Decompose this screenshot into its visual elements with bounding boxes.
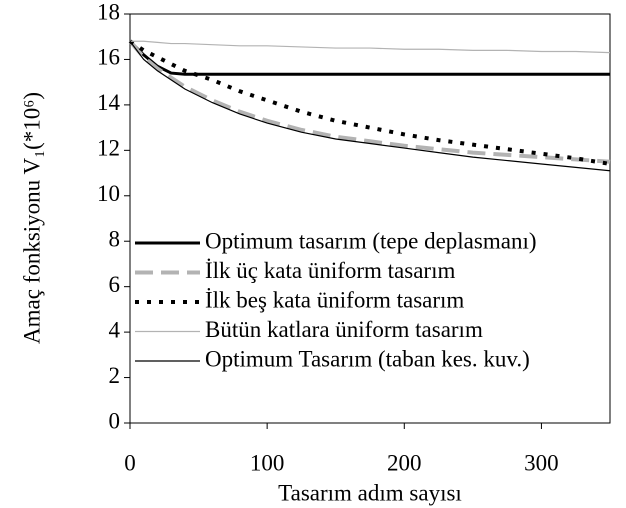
- y-axis-title: Amaç fonksiyonu V₁(*10⁶): [19, 92, 44, 344]
- x-tick-label: 200: [387, 450, 422, 475]
- y-tick-label: 2: [109, 363, 121, 388]
- y-tick-label: 4: [109, 317, 121, 342]
- y-tick-label: 0: [109, 408, 121, 433]
- y-tick-label: 6: [109, 272, 121, 297]
- series-line: [130, 40, 611, 54]
- series-line: [128, 39, 611, 164]
- y-tick-label: 10: [97, 181, 120, 206]
- legend-label: Bütün katlara üniform tasarım: [205, 317, 483, 342]
- x-tick-label: 100: [250, 450, 285, 475]
- x-tick-label: 0: [124, 450, 136, 475]
- x-axis-title: Tasarım adım sayısı: [278, 480, 462, 505]
- x-tick-label: 300: [524, 450, 559, 475]
- series-line: [128, 40, 610, 76]
- plot-frame: [129, 13, 611, 424]
- y-tick-label: 14: [97, 90, 121, 115]
- series-line: [128, 39, 611, 166]
- y-tick-label: 12: [97, 136, 120, 161]
- series-line: [129, 40, 611, 172]
- legend-label: İlk üç kata üniform tasarım: [205, 258, 455, 283]
- y-tick-label: 18: [97, 0, 120, 24]
- legend-label: Optimum tasarım (tepe deplasmanı): [205, 228, 537, 253]
- legend-label: İlk beş kata üniform tasarım: [205, 287, 464, 312]
- y-tick-label: 16: [97, 45, 120, 70]
- y-tick-label: 8: [109, 227, 121, 252]
- legend-label: Optimum Tasarım (taban kes. kuv.): [205, 346, 530, 371]
